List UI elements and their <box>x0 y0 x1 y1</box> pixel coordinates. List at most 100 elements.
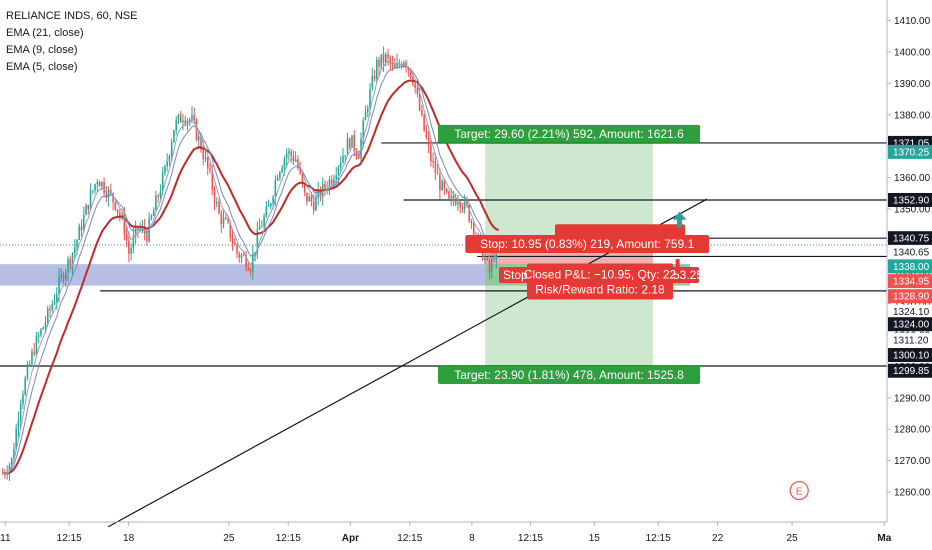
candle[interactable] <box>434 161 437 174</box>
candle[interactable] <box>204 157 207 160</box>
candle[interactable] <box>218 202 220 214</box>
candle[interactable] <box>376 59 378 80</box>
candle[interactable] <box>391 63 394 65</box>
candle[interactable] <box>24 378 26 395</box>
candle[interactable] <box>490 258 493 272</box>
candle[interactable] <box>452 195 455 201</box>
candle[interactable] <box>270 203 272 207</box>
ema9-legend[interactable]: EMA (9, close) <box>6 44 78 56</box>
candle[interactable] <box>13 449 15 459</box>
candle[interactable] <box>64 272 67 281</box>
candle[interactable] <box>427 137 430 145</box>
candle[interactable] <box>355 150 358 156</box>
candle[interactable] <box>211 170 214 190</box>
price-tag-5[interactable]: 1338.00 <box>888 259 932 274</box>
candle[interactable] <box>310 196 313 202</box>
candle[interactable] <box>299 168 301 174</box>
candle[interactable] <box>177 114 180 121</box>
candle[interactable] <box>8 465 11 474</box>
candle[interactable] <box>256 229 259 253</box>
price-tag-8[interactable]: 1324.10 <box>888 304 932 319</box>
candle[interactable] <box>254 252 256 254</box>
candle[interactable] <box>445 188 448 192</box>
candle[interactable] <box>407 68 410 71</box>
candle[interactable] <box>123 215 126 234</box>
candle[interactable] <box>335 176 338 180</box>
candle[interactable] <box>385 54 387 63</box>
candle[interactable] <box>357 155 360 159</box>
candle[interactable] <box>146 233 148 242</box>
candle[interactable] <box>132 236 135 249</box>
candle[interactable] <box>28 363 31 365</box>
candle[interactable] <box>330 179 333 185</box>
candle[interactable] <box>380 54 383 67</box>
candle[interactable] <box>71 253 74 266</box>
candle[interactable] <box>382 54 385 63</box>
candle[interactable] <box>317 189 319 197</box>
candle[interactable] <box>486 258 489 260</box>
candle[interactable] <box>116 209 119 213</box>
candle[interactable] <box>173 130 175 143</box>
candle[interactable] <box>432 161 434 163</box>
candle[interactable] <box>238 253 241 258</box>
ema9-line[interactable] <box>2 65 499 475</box>
candle[interactable] <box>261 226 263 228</box>
candle[interactable] <box>168 155 171 162</box>
candle[interactable] <box>67 258 69 273</box>
candle[interactable] <box>346 138 349 156</box>
candle[interactable] <box>272 197 274 204</box>
candle[interactable] <box>101 182 103 187</box>
price-tag-7[interactable]: 1328.90 <box>888 289 932 304</box>
candle[interactable] <box>94 184 96 191</box>
candle[interactable] <box>423 114 425 131</box>
candle[interactable] <box>62 274 65 281</box>
candle[interactable] <box>466 199 468 205</box>
candle[interactable] <box>89 191 92 210</box>
candle[interactable] <box>364 112 367 121</box>
candle[interactable] <box>37 335 40 337</box>
candle[interactable] <box>119 212 121 217</box>
candle[interactable] <box>448 191 450 199</box>
price-tag-4[interactable]: 1340.65 <box>888 244 932 259</box>
candle[interactable] <box>164 166 166 173</box>
candle[interactable] <box>439 174 441 191</box>
candle[interactable] <box>152 210 155 216</box>
candle[interactable] <box>421 110 423 115</box>
candle[interactable] <box>436 173 439 175</box>
candle[interactable] <box>53 301 56 305</box>
candle[interactable] <box>49 308 51 310</box>
candle[interactable] <box>303 183 306 193</box>
price-tag-6[interactable]: 1334.95 <box>888 274 932 289</box>
candle[interactable] <box>215 202 218 204</box>
price-tag-12[interactable]: 1299.85 <box>888 363 932 378</box>
candle[interactable] <box>362 120 365 139</box>
target-up-label[interactable]: Target: 29.60 (2.21%) 592, Amount: 1621.… <box>437 124 701 143</box>
trend-line[interactable] <box>107 198 708 528</box>
candle[interactable] <box>472 223 475 236</box>
candle[interactable] <box>353 135 356 151</box>
candle[interactable] <box>283 158 286 169</box>
candle[interactable] <box>110 189 112 194</box>
candle[interactable] <box>193 114 196 121</box>
candle[interactable] <box>157 195 159 197</box>
candle[interactable] <box>328 179 331 190</box>
ema21-legend[interactable]: EMA (21, close) <box>6 27 84 39</box>
stop-label[interactable]: Stop: 10.95 (0.83%) 219, Amount: 759.1 <box>465 234 710 253</box>
candle[interactable] <box>98 181 101 187</box>
candle[interactable] <box>265 206 268 217</box>
candle[interactable] <box>55 294 58 302</box>
candle[interactable] <box>26 364 29 379</box>
candle[interactable] <box>418 93 421 111</box>
target-down-label[interactable]: Target: 23.90 (1.81%) 478, Amount: 1525.… <box>437 366 701 385</box>
candle[interactable] <box>281 168 283 173</box>
candle[interactable] <box>243 255 245 257</box>
candle[interactable] <box>184 120 187 124</box>
candle[interactable] <box>389 58 392 64</box>
candle[interactable] <box>425 130 428 138</box>
candle[interactable] <box>236 245 238 254</box>
candle[interactable] <box>87 204 90 210</box>
candle[interactable] <box>369 88 371 109</box>
candle[interactable] <box>206 157 209 169</box>
candle[interactable] <box>231 238 234 243</box>
candle[interactable] <box>315 196 317 211</box>
